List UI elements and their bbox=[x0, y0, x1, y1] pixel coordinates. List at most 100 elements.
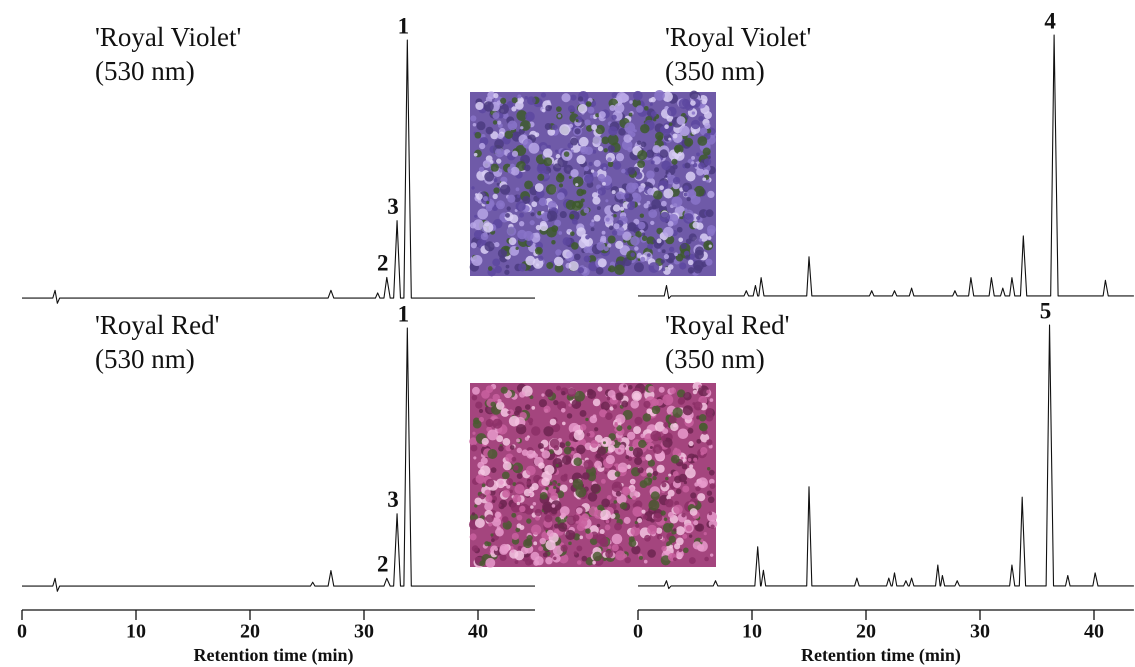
photo-flower bbox=[685, 467, 696, 479]
photo-flower bbox=[577, 267, 585, 274]
photo-flower bbox=[654, 421, 665, 432]
photo-flower bbox=[631, 480, 635, 484]
photo-flower bbox=[596, 523, 601, 528]
photo-flower bbox=[660, 126, 671, 136]
photo-flower bbox=[688, 557, 696, 565]
photo-flower bbox=[567, 387, 576, 397]
photo-flower bbox=[637, 202, 641, 206]
photo-flower bbox=[648, 262, 660, 273]
photo-flower bbox=[577, 103, 588, 114]
photo-flower bbox=[489, 159, 494, 164]
photo-flower bbox=[672, 164, 678, 170]
photo-flower bbox=[545, 184, 557, 195]
photo-flower bbox=[500, 386, 508, 394]
photo-flower bbox=[516, 438, 521, 443]
photo-flower bbox=[673, 423, 678, 428]
photo-flower bbox=[688, 441, 694, 447]
photo-flower bbox=[589, 114, 594, 119]
photo-flower bbox=[587, 388, 594, 396]
photo-flower bbox=[628, 536, 635, 543]
photo-flower bbox=[592, 551, 603, 562]
photo-flower bbox=[687, 259, 694, 266]
photo-flower bbox=[602, 441, 606, 445]
photo-flower bbox=[551, 504, 556, 508]
photo-flower bbox=[470, 242, 477, 249]
photo-flower bbox=[674, 145, 681, 153]
photo-flower bbox=[547, 144, 551, 149]
photo-flower bbox=[474, 517, 485, 529]
photo-flower bbox=[524, 180, 534, 190]
photo-flower bbox=[615, 191, 625, 200]
photo-flower bbox=[559, 211, 567, 219]
photo-flower bbox=[632, 447, 643, 458]
photo-flower bbox=[498, 103, 510, 115]
photo-flower bbox=[659, 185, 664, 191]
photo-flower bbox=[646, 170, 655, 179]
photo-flower bbox=[546, 529, 554, 537]
photo-flower bbox=[471, 545, 479, 552]
photo-flower bbox=[612, 161, 622, 170]
photo-flower bbox=[704, 556, 709, 562]
photo-flower bbox=[485, 126, 494, 135]
photo-flower bbox=[690, 119, 701, 130]
photo-flower bbox=[614, 264, 625, 275]
photo-flower bbox=[542, 148, 553, 158]
photo-flower bbox=[544, 123, 552, 131]
photo-flower bbox=[696, 152, 700, 157]
photo-flower bbox=[616, 425, 623, 432]
peak-label: 1 bbox=[398, 301, 410, 326]
photo-flower bbox=[667, 511, 675, 518]
photo-flower bbox=[672, 133, 678, 139]
photo-flower bbox=[624, 556, 631, 564]
photo-flower bbox=[496, 435, 504, 443]
photo-flower bbox=[506, 101, 514, 108]
photo-flower bbox=[588, 430, 595, 438]
photo-flower bbox=[560, 544, 568, 552]
photo-flower bbox=[488, 201, 494, 207]
photo-flower bbox=[615, 392, 624, 401]
photo-flower bbox=[558, 522, 568, 532]
photo-flower bbox=[487, 429, 499, 441]
photo-flower bbox=[575, 200, 584, 209]
photo-flower bbox=[683, 547, 689, 554]
photo-flower bbox=[651, 405, 661, 415]
photo-flower bbox=[634, 520, 639, 525]
photo-flower bbox=[617, 449, 622, 453]
photo-flower bbox=[643, 400, 651, 408]
photo-flower bbox=[525, 255, 536, 266]
photo-flower bbox=[585, 234, 590, 240]
photo-flower bbox=[597, 145, 604, 152]
photo-flower bbox=[698, 385, 710, 397]
photo-flower bbox=[574, 253, 581, 261]
photo-flower bbox=[587, 106, 595, 114]
photo-flower bbox=[576, 227, 586, 237]
photo-flower bbox=[485, 385, 494, 393]
photo-flower bbox=[535, 515, 540, 521]
photo-flower bbox=[640, 256, 646, 262]
photo-flower bbox=[697, 136, 708, 146]
photo-flower bbox=[693, 401, 703, 411]
photo-flower bbox=[516, 110, 528, 121]
photo-flower bbox=[474, 131, 482, 139]
panel-subtitle: (350 nm) bbox=[665, 344, 765, 374]
photo-flower bbox=[673, 528, 677, 532]
photo-flower bbox=[615, 153, 625, 162]
photo-flower bbox=[576, 154, 586, 165]
photo-flower bbox=[496, 158, 502, 164]
photo-flower bbox=[613, 223, 620, 230]
photo-flower bbox=[622, 409, 633, 420]
photo-flower bbox=[676, 389, 686, 398]
photo-flower bbox=[608, 265, 616, 273]
photo-flower bbox=[505, 212, 510, 218]
photo-flower bbox=[589, 221, 595, 227]
photo-flower bbox=[603, 148, 608, 153]
photo-flower bbox=[708, 244, 712, 248]
photo-flower bbox=[681, 463, 688, 470]
photo-flower bbox=[618, 199, 624, 204]
photo-flower bbox=[646, 467, 654, 475]
photo-flower bbox=[516, 473, 523, 479]
photo-flower bbox=[546, 226, 557, 238]
photo-flower bbox=[615, 550, 626, 561]
photo-flower bbox=[515, 187, 520, 192]
photo-flower bbox=[472, 122, 477, 127]
